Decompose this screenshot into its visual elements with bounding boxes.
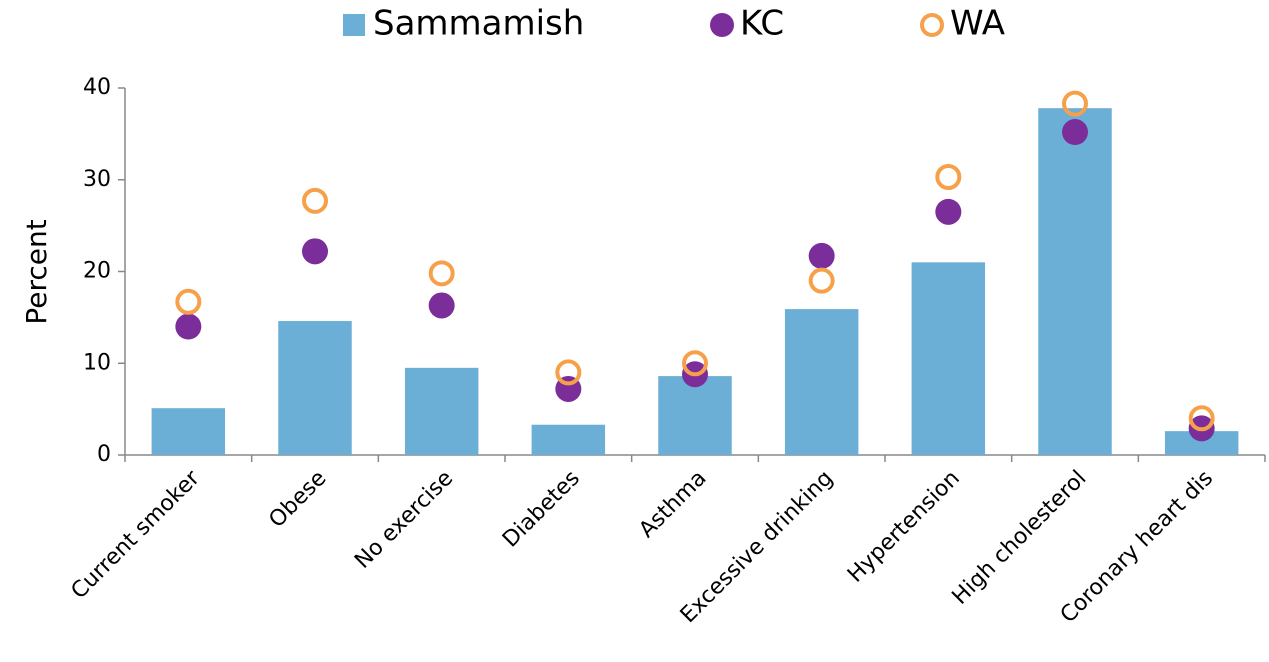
bar [658, 376, 732, 455]
y-tick-label: 0 [97, 442, 111, 467]
x-tick-label: Asthma [634, 466, 711, 543]
marker [682, 350, 708, 377]
x-tick-label: High cholesterol [948, 466, 1092, 610]
marker [935, 198, 962, 225]
marker [808, 267, 835, 294]
y-tick-label: 20 [83, 259, 111, 284]
x-tick-label: Current smoker [67, 465, 206, 604]
legend-label: Sammamish [373, 4, 584, 44]
y-tick-label: 40 [83, 75, 111, 100]
bar [151, 408, 226, 455]
marker [302, 238, 328, 265]
y-tick-label: 30 [83, 167, 111, 192]
bar [911, 262, 986, 455]
marker [555, 359, 582, 386]
marker [428, 292, 455, 319]
legend-swatch [343, 14, 365, 36]
marker [428, 260, 455, 287]
marker [1062, 90, 1088, 117]
bar [278, 321, 352, 455]
bar [784, 309, 859, 455]
y-tick-label: 10 [83, 350, 111, 375]
bar [1038, 108, 1112, 455]
x-tick-label: No exercise [350, 466, 458, 574]
legend-swatch [920, 13, 944, 37]
x-tick-label: Diabetes [498, 466, 585, 553]
marker [935, 163, 962, 190]
legend-label: WA [950, 4, 1005, 44]
y-axis-label: Percent [20, 219, 53, 324]
marker [175, 313, 202, 340]
marker [1188, 405, 1215, 432]
legend-swatch [710, 13, 734, 37]
marker [1062, 119, 1088, 146]
marker [808, 242, 835, 269]
bar [1164, 431, 1239, 455]
bar [531, 424, 606, 455]
x-tick-label: Hypertension [843, 466, 965, 588]
marker [175, 288, 202, 315]
bar [404, 367, 479, 455]
x-tick-label: Obese [264, 466, 331, 533]
legend-label: KC [740, 4, 784, 44]
marker [302, 187, 328, 214]
